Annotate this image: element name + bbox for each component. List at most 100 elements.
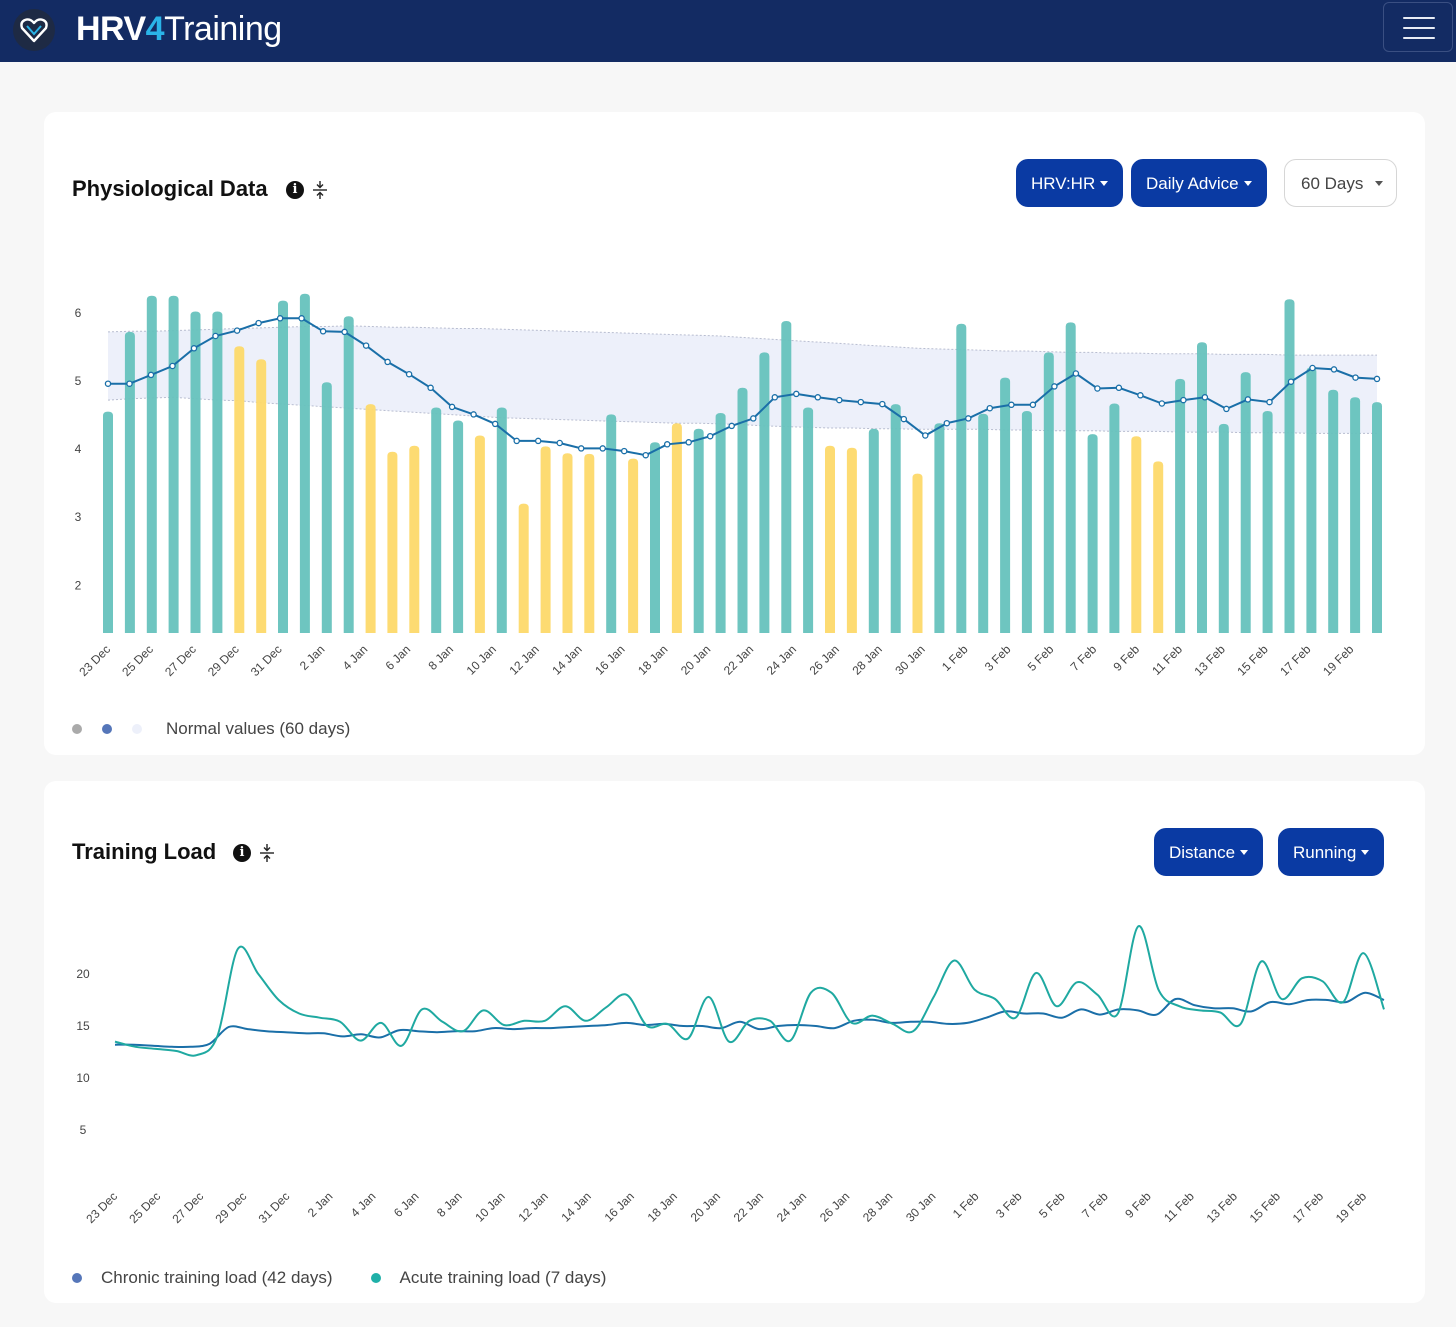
collapse-icon[interactable] [312,180,328,200]
hrv-bar [781,321,792,633]
hrv-bar [365,404,376,633]
y-tick-label: 6 [75,306,82,320]
baseline-point [513,437,520,445]
training-load-title: Training Load [72,839,217,864]
hamburger-menu-button[interactable] [1383,2,1453,52]
info-icon[interactable]: i [233,844,251,862]
baseline-point [814,394,822,401]
baseline-point [793,390,800,398]
x-tick-label: 26 Jan [807,642,842,677]
legend-acute-label[interactable]: Acute training load (7 days) [399,1268,607,1287]
x-tick-label: 18 Jan [635,642,670,677]
x-tick-label: 4 Jan [348,1189,379,1220]
hrv-bar [956,323,967,633]
x-tick-label: 20 Jan [678,642,713,677]
baseline-point [1072,370,1080,377]
chevron-down-icon [1240,850,1249,855]
distance-dropdown-button[interactable]: Distance [1154,828,1264,876]
baseline-point [169,362,176,370]
legend-dot-band[interactable] [132,724,142,734]
heart-logo-icon[interactable] [12,8,56,52]
hrv-bar [671,423,682,633]
hrv-bar [1021,411,1032,633]
collapse-icon[interactable] [259,843,275,863]
hrv-bar [912,473,923,633]
hrv-bar [825,445,835,633]
hrv-bar [890,404,901,633]
chevron-down-icon [1375,181,1384,186]
baseline-point [836,396,843,404]
baseline-point [943,419,951,427]
baseline-point [212,332,219,340]
baseline-point [685,439,692,446]
x-tick-label: 29 Dec [205,642,242,679]
x-tick-label: 7 Feb [1079,1189,1111,1221]
hrv-bar [409,445,420,633]
x-tick-label: 12 Jan [506,642,541,677]
x-tick-label: 15 Feb [1247,1189,1284,1226]
x-tick-label: 9 Feb [1122,1189,1154,1221]
baseline-point [1029,401,1037,409]
hrv-bar [1000,377,1011,633]
legend-chronic-label[interactable]: Chronic training load (42 days) [101,1268,333,1287]
sport-dropdown-button[interactable]: Running [1278,828,1385,876]
legend-dot-blue[interactable] [102,724,112,734]
x-tick-label: 6 Jan [391,1189,422,1220]
hrv-bar [278,300,288,633]
baseline-point [577,445,585,452]
range-dropdown-button[interactable]: 60 Days [1284,159,1397,207]
hrv-bar [190,311,201,633]
hrv-bar [453,420,464,633]
baseline-point [556,439,563,447]
chevron-down-icon [1243,181,1252,186]
baseline-point [1137,392,1144,399]
legend-dot-acute[interactable] [370,1273,381,1283]
baseline-point [276,315,284,322]
hrv-bar [256,359,267,633]
baseline-point [1373,375,1381,383]
hrv-bar [1109,403,1120,633]
baseline-point [750,415,757,422]
x-tick-label: 28 Jan [860,1189,895,1224]
hrv-bar [606,414,617,633]
legend-dot-chronic[interactable] [72,1273,82,1283]
hrv-bar [1131,436,1142,633]
legend-dot-gray[interactable] [72,724,82,734]
baseline-point [147,371,155,379]
x-tick-label: 8 Jan [434,1189,465,1220]
x-tick-label: 18 Jan [645,1189,680,1224]
baseline-point [1223,405,1230,413]
hrv-bar [978,413,989,633]
normal-range-band [108,325,1377,434]
x-tick-label: 17 Feb [1290,1189,1327,1226]
hrv-bar [431,407,442,633]
x-tick-label: 13 Feb [1191,642,1228,679]
physiological-legend: Normal values (60 days) [72,719,350,739]
daily-advice-dropdown-button[interactable]: Daily Advice [1131,159,1267,207]
baseline-point [233,327,241,334]
hrv-bar [168,295,179,633]
baseline-point [1287,378,1295,385]
physiological-chart: 2 3 4 5 6 23 Dec 25 Dec 27 Dec 29 Dec 31 Dec 2 Jan… [75,293,1382,679]
hrv-bar [1197,342,1207,633]
hrv-bar [650,442,660,633]
training-legend: Chronic training load (42 days) Acute tr… [72,1268,606,1288]
baseline-point [1094,385,1101,392]
x-tick-label: 3 Feb [982,642,1014,674]
hrv-bar [146,295,157,633]
metric-dropdown-button[interactable]: HRV:HR [1016,159,1124,207]
hrv-bar [759,352,770,633]
hrv-bar [1043,352,1054,633]
baseline-point [1330,366,1338,373]
chevron-down-icon [1361,850,1370,855]
brand-name[interactable]: HRV4Training [76,10,282,48]
y-tick-label: 4 [75,442,82,456]
x-tick-label: 20 Jan [688,1189,723,1224]
legend-normal-values[interactable]: Normal values (60 days) [166,719,351,738]
baseline-point [319,328,327,335]
hrv-bar [343,316,354,633]
x-tick-label: 12 Jan [515,1189,550,1224]
hrv-bar [1372,402,1382,633]
info-icon[interactable]: i [286,181,304,199]
baseline-point [104,380,112,387]
